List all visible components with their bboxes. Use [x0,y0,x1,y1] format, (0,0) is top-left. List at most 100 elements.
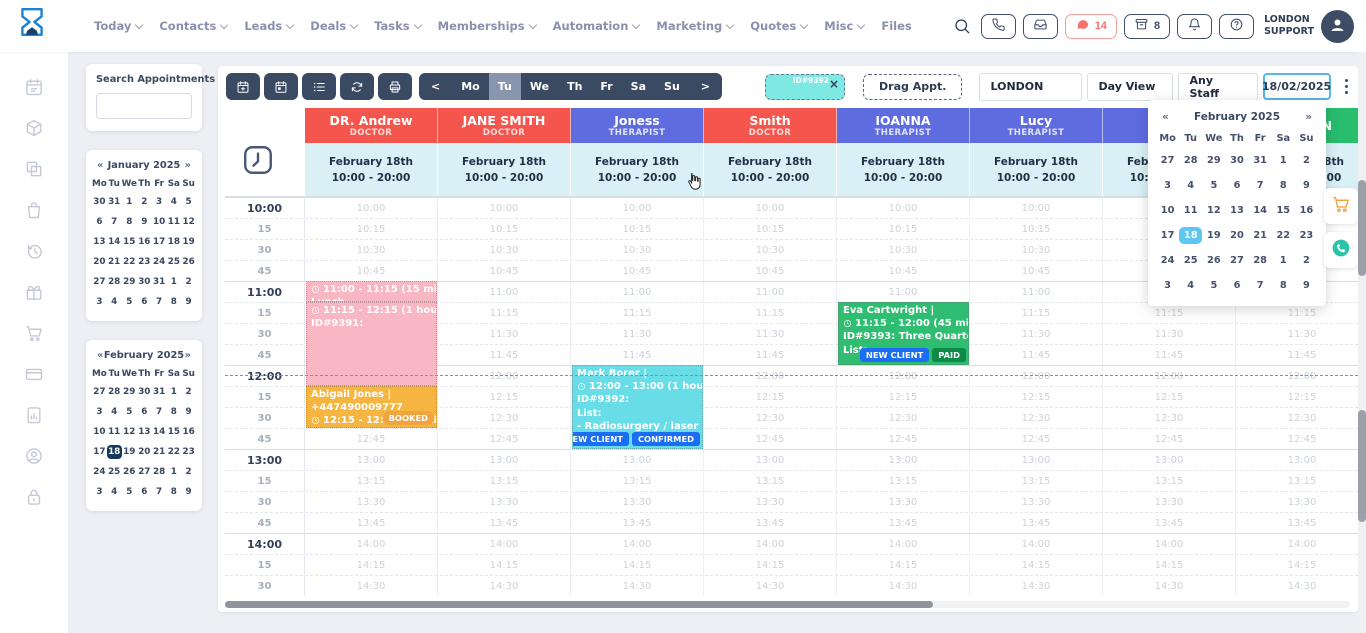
slot-cell[interactable]: 14:00 [571,534,704,554]
slot-cell[interactable]: 10:30 [970,240,1103,260]
daybar-prev-button[interactable]: < [431,80,441,93]
slot-cell[interactable]: 11:15 [1103,303,1236,323]
slot-cell[interactable]: 13:00 [571,450,704,470]
cal-jan-day[interactable]: 6 [96,217,103,227]
cal-feb-day[interactable]: 2 [185,467,192,477]
slot-cell[interactable]: 13:00 [305,450,438,470]
appointment-block[interactable]: 11:00 - 11:15 (15 mins)Lunch [306,281,437,302]
cal-feb-day[interactable]: 27 [93,387,106,397]
drag-appt-button[interactable]: Drag Appt. [863,73,963,100]
slot-cell[interactable]: 13:30 [837,492,970,512]
cal-feb-day[interactable]: 4 [111,487,118,497]
slot-cell[interactable]: 13:15 [970,471,1103,491]
slot-cell[interactable]: 11:45 [1236,345,1358,365]
cal-jan-day[interactable]: 31 [152,277,166,287]
slot-cell[interactable]: 14:15 [1103,555,1236,575]
datepicker-day[interactable]: 25 [1183,255,1198,266]
cal-jan-day[interactable]: 5 [126,297,133,307]
datepicker-day[interactable]: 7 [1256,280,1264,291]
nav-memberships[interactable]: Memberships [438,19,537,33]
cal-feb-day[interactable]: 9 [185,407,192,417]
cal-feb-day[interactable]: 9 [185,487,192,497]
datepicker-day[interactable]: 22 [1276,230,1291,241]
appointment-block[interactable]: Abigail Jones | +447490009777 12:15 - 12:4… [306,386,437,428]
cal-feb-day[interactable]: 18 [106,445,122,459]
staff-column-header-JANE SMITH[interactable]: JANE SMITH DOCTOR [438,108,571,143]
datepicker-day[interactable]: 9 [1303,280,1310,291]
cal-jan-day[interactable]: 26 [182,257,195,267]
slot-cell[interactable]: 13:45 [1103,513,1236,533]
cal-feb-day[interactable]: 13 [138,427,151,437]
datepicker-day[interactable]: 5 [1210,280,1218,291]
slot-cell[interactable]: 10:00 [305,198,438,218]
datepicker-day[interactable]: 7 [1256,180,1264,191]
cal-feb-day[interactable]: 11 [108,427,121,437]
slot-cell[interactable]: 10:30 [438,240,571,260]
cal-feb-day[interactable]: 15 [167,427,180,437]
slot-cell[interactable]: 14:30 [1103,576,1236,596]
cal-feb-day[interactable]: 25 [108,467,121,477]
datepicker-day[interactable]: 24 [1160,255,1175,266]
add-appointment-button[interactable] [226,73,260,100]
date-input[interactable]: 18/02/2025 [1262,73,1331,100]
staff-column-header-Joness[interactable]: Joness THERAPIST [571,108,704,143]
datepicker-day[interactable]: 6 [1233,280,1241,291]
datepicker-day[interactable]: 20 [1230,230,1244,241]
more-options-icon[interactable] [1343,77,1351,97]
slot-cell[interactable]: 13:15 [305,471,438,491]
print-button[interactable] [378,73,412,100]
slot-cell[interactable]: 12:30 [438,408,571,428]
cal-feb-day[interactable]: 17 [93,447,106,457]
datepicker-day[interactable]: 30 [1230,155,1244,166]
slot-cell[interactable]: 13:30 [571,492,704,512]
slot-cell[interactable]: 11:00 [704,282,837,302]
slot-cell[interactable]: 14:30 [1236,576,1358,596]
chat-button[interactable]: 14 [1064,13,1117,39]
cal-feb-day[interactable]: 20 [138,447,151,457]
datepicker-day[interactable]: 12 [1207,205,1221,216]
nav-quotes[interactable]: Quotes [750,19,809,33]
slot-cell[interactable]: 13:30 [970,492,1103,512]
slot-cell[interactable]: 14:00 [704,534,837,554]
cal-jan-day[interactable]: 30 [93,197,106,207]
datepicker-day[interactable]: 13 [1230,205,1244,216]
slot-cell[interactable]: 11:00 [970,282,1103,302]
slot-cell[interactable]: 13:45 [1236,513,1358,533]
slot-cell[interactable]: 10:30 [837,240,970,260]
cal-jan-day[interactable]: 7 [156,297,163,307]
vertical-scrollbar-thumb[interactable] [1358,180,1366,276]
cal-jan-day[interactable]: 1 [170,277,177,287]
slot-cell[interactable]: 14:15 [704,555,837,575]
cal-feb-day[interactable]: 10 [93,427,106,437]
slot-cell[interactable]: 11:45 [704,345,837,365]
cal-feb-day[interactable]: 3 [96,487,103,497]
nav-misc[interactable]: Misc [824,19,866,33]
slot-cell[interactable]: 14:30 [571,576,704,596]
datepicker-day[interactable]: 4 [1187,280,1195,291]
slot-cell[interactable]: 12:15 [837,387,970,407]
chip-close-icon[interactable]: × [828,76,840,91]
slot-cell[interactable]: 11:45 [1103,345,1236,365]
slot-cell[interactable]: 11:15 [1236,303,1358,323]
cal-feb-day[interactable]: 29 [123,387,136,397]
datepicker-day[interactable]: 4 [1187,180,1195,191]
staff-column-header-Lucy[interactable]: Lucy THERAPIST [970,108,1103,143]
cal-feb-day[interactable]: 8 [170,407,177,417]
cal-feb-day[interactable]: 1 [170,387,177,397]
cal-feb-day[interactable]: 5 [126,407,133,417]
nav-contacts[interactable]: Contacts [159,19,229,33]
cal-jan-day[interactable]: 9 [185,297,192,307]
slot-cell[interactable]: 10:15 [571,219,704,239]
vertical-scrollbar-thumb2[interactable] [1358,410,1366,522]
whatsapp-fab-button[interactable] [1324,232,1358,268]
datepicker-day[interactable]: 27 [1230,255,1244,266]
slot-cell[interactable]: 14:30 [305,576,438,596]
nav-today[interactable]: Today [94,19,144,33]
daybar-next-button[interactable]: > [700,80,711,93]
datepicker-day[interactable]: 17 [1160,230,1175,241]
slot-cell[interactable]: 14:00 [1236,534,1358,554]
slot-cell[interactable]: 12:30 [970,408,1103,428]
cal-jan-day[interactable]: 2 [141,197,148,207]
cal-jan-next-button[interactable]: » [184,160,191,171]
datepicker-day[interactable]: 19 [1207,230,1221,241]
